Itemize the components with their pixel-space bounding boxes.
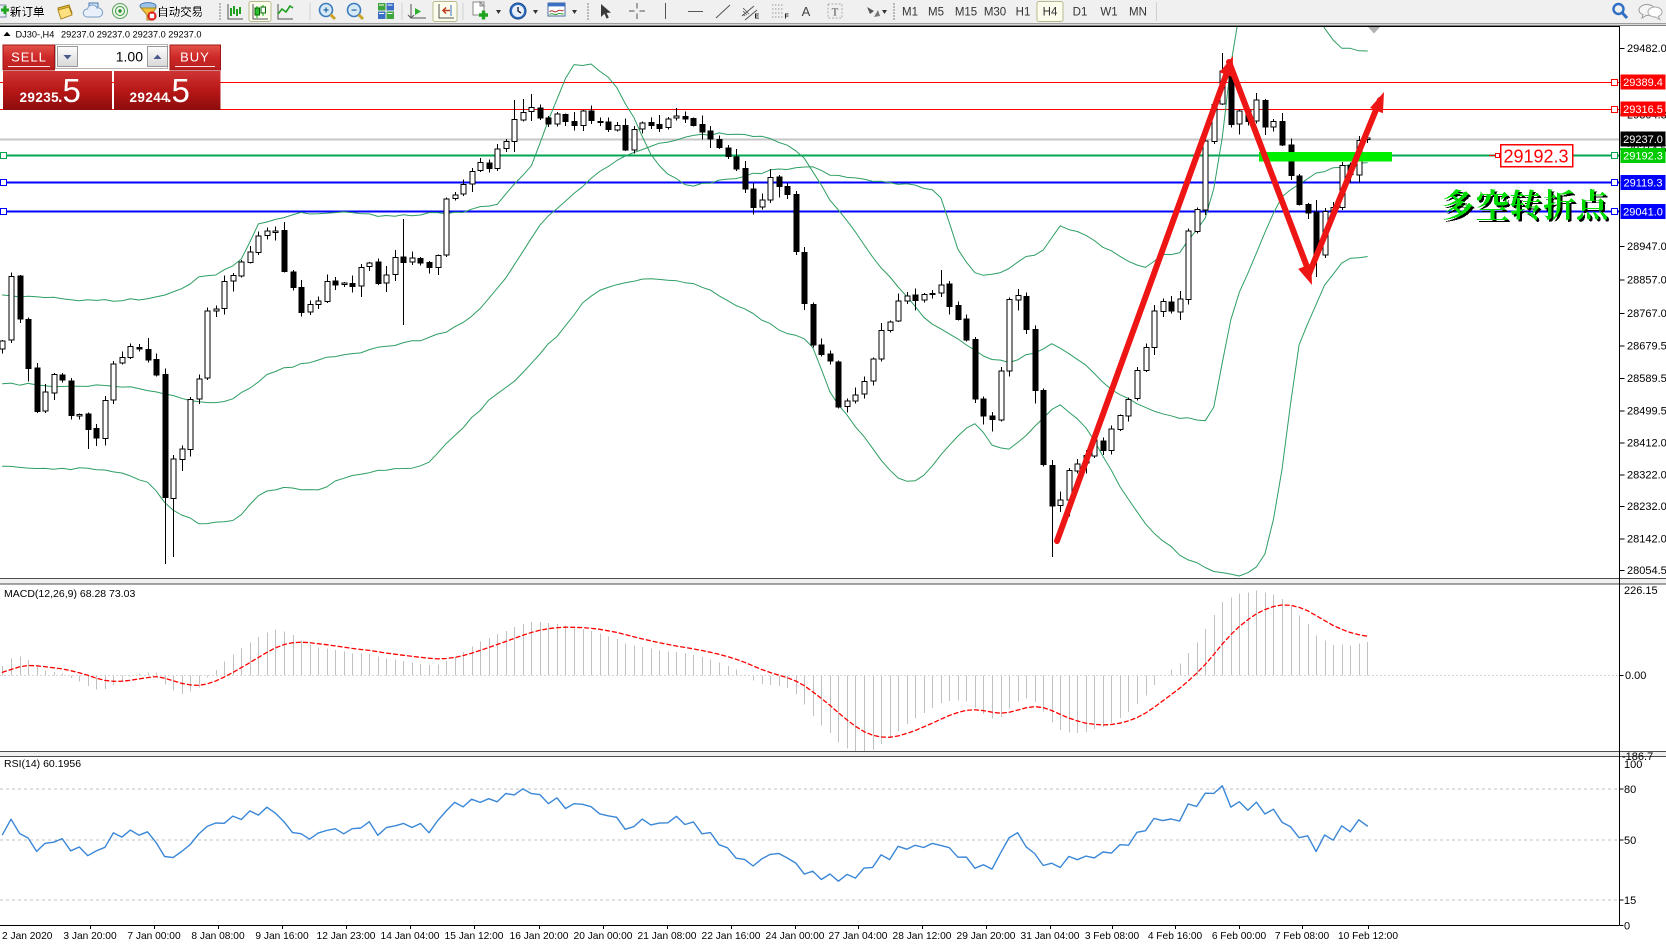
svg-text:28499.5: 28499.5: [1627, 406, 1666, 418]
svg-text:0: 0: [1624, 921, 1630, 933]
svg-text:H1: H1: [1016, 7, 1031, 19]
svg-text:21 Jan 08:00: 21 Jan 08:00: [638, 931, 697, 942]
svg-text:BUY: BUY: [180, 50, 210, 65]
svg-text:F: F: [785, 14, 790, 21]
svg-text:28767.0: 28767.0: [1627, 308, 1666, 320]
svg-text:29192.3: 29192.3: [1503, 147, 1568, 167]
svg-text:29389.4: 29389.4: [1623, 77, 1663, 89]
svg-text:.: .: [167, 89, 171, 106]
svg-text:29237.0 29237.0 29237.0 29237.: 29237.0 29237.0 29237.0 29237.0: [61, 29, 202, 39]
svg-text:12 Jan 23:00: 12 Jan 23:00: [317, 931, 376, 942]
svg-text:7 Feb 08:00: 7 Feb 08:00: [1275, 931, 1330, 942]
svg-text:226.15: 226.15: [1624, 585, 1658, 597]
svg-text:29 Jan 20:00: 29 Jan 20:00: [957, 931, 1016, 942]
svg-text:27 Jan 04:00: 27 Jan 04:00: [829, 931, 888, 942]
svg-text:15: 15: [1624, 895, 1636, 907]
svg-text:A: A: [802, 4, 811, 19]
svg-text:RSI(14) 60.1956: RSI(14) 60.1956: [4, 758, 81, 770]
svg-text:2 Jan 2020: 2 Jan 2020: [2, 931, 53, 942]
svg-text:M1: M1: [902, 7, 918, 19]
svg-text:15 Jan 12:00: 15 Jan 12:00: [445, 931, 504, 942]
svg-text:8 Jan 08:00: 8 Jan 08:00: [191, 931, 245, 942]
svg-text:29192.3: 29192.3: [1623, 151, 1663, 163]
svg-text:DJ30-,H4: DJ30-,H4: [16, 29, 55, 39]
svg-text:29482.0: 29482.0: [1627, 43, 1666, 55]
svg-text:1.00: 1.00: [116, 49, 143, 65]
svg-text:3 Feb 08:00: 3 Feb 08:00: [1085, 931, 1140, 942]
svg-text:M30: M30: [984, 7, 1006, 19]
svg-text:29119.3: 29119.3: [1624, 178, 1663, 190]
svg-text:31 Jan 04:00: 31 Jan 04:00: [1021, 931, 1080, 942]
svg-text:M5: M5: [928, 7, 944, 19]
svg-text:28142.0: 28142.0: [1627, 534, 1666, 546]
svg-text:28232.0: 28232.0: [1627, 501, 1666, 513]
svg-text:M15: M15: [955, 7, 977, 19]
svg-text:14 Jan 04:00: 14 Jan 04:00: [381, 931, 440, 942]
svg-text:E: E: [755, 14, 760, 21]
svg-text:+: +: [323, 5, 329, 16]
svg-text:H4: H4: [1043, 7, 1058, 19]
svg-text:29235: 29235: [20, 90, 60, 105]
svg-text:28679.5: 28679.5: [1627, 341, 1666, 353]
svg-text:SELL: SELL: [11, 50, 47, 65]
svg-text:22 Jan 16:00: 22 Jan 16:00: [702, 931, 761, 942]
svg-text:28412.0: 28412.0: [1627, 438, 1666, 450]
svg-text:MACD(12,26,9) 68.28 73.03: MACD(12,26,9) 68.28 73.03: [4, 588, 135, 600]
svg-text:20 Jan 00:00: 20 Jan 00:00: [574, 931, 633, 942]
svg-text:MN: MN: [1129, 7, 1147, 19]
svg-text:28322.0: 28322.0: [1627, 470, 1666, 482]
svg-text:5: 5: [63, 72, 81, 109]
svg-text:16 Jan 20:00: 16 Jan 20:00: [510, 931, 569, 942]
svg-text:.: .: [58, 89, 62, 106]
svg-text:9 Jan 16:00: 9 Jan 16:00: [255, 931, 309, 942]
svg-text:29316.5: 29316.5: [1623, 104, 1663, 116]
svg-text:7 Jan 00:00: 7 Jan 00:00: [127, 931, 181, 942]
svg-text:5: 5: [172, 72, 190, 109]
svg-text:10 Feb 12:00: 10 Feb 12:00: [1338, 931, 1398, 942]
svg-text:28857.0: 28857.0: [1627, 275, 1666, 287]
svg-text:3 Jan 20:00: 3 Jan 20:00: [63, 931, 117, 942]
svg-text:28054.5: 28054.5: [1627, 565, 1666, 577]
svg-text:4 Feb 16:00: 4 Feb 16:00: [1148, 931, 1203, 942]
svg-text:29041.0: 29041.0: [1623, 207, 1663, 219]
svg-text:29237.0: 29237.0: [1623, 134, 1663, 146]
svg-text:80: 80: [1624, 784, 1636, 796]
svg-text:−: −: [351, 5, 357, 16]
svg-text:28589.5: 28589.5: [1627, 373, 1666, 385]
svg-text:28947.0: 28947.0: [1627, 241, 1666, 253]
svg-text:D1: D1: [1073, 7, 1088, 19]
svg-text:T: T: [832, 7, 839, 19]
svg-text:50: 50: [1624, 835, 1636, 847]
svg-text:24 Jan 00:00: 24 Jan 00:00: [766, 931, 825, 942]
svg-text:0.00: 0.00: [1625, 670, 1646, 682]
svg-text:6 Feb 00:00: 6 Feb 00:00: [1212, 931, 1267, 942]
svg-text:100: 100: [1624, 759, 1642, 771]
svg-text:29244: 29244: [130, 90, 170, 105]
svg-text:-186.7: -186.7: [1622, 751, 1653, 763]
svg-text:W1: W1: [1100, 7, 1117, 19]
svg-text:28 Jan 12:00: 28 Jan 12:00: [893, 931, 952, 942]
